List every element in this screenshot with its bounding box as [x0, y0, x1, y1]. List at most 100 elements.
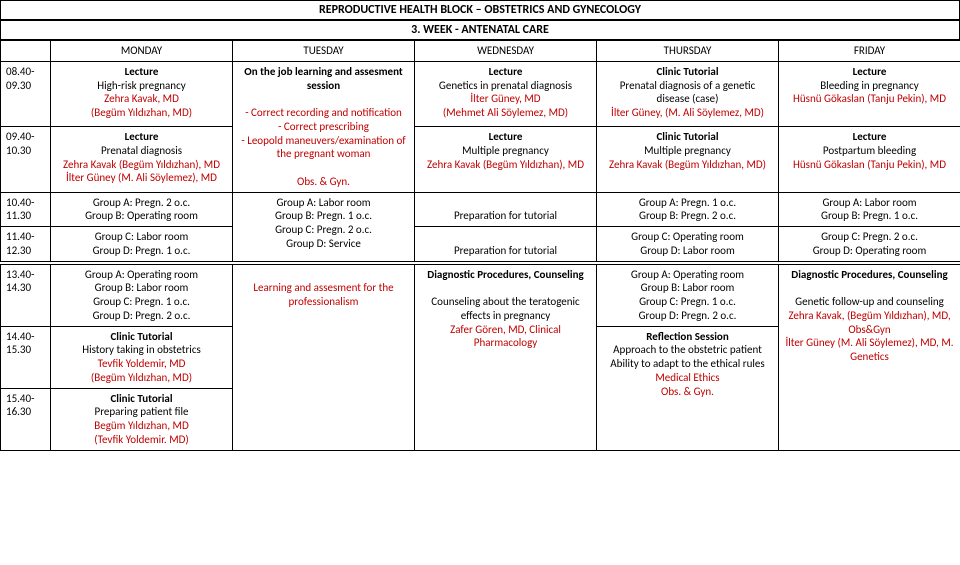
cell: Diagnostic Procedures, Counseling Geneti…	[779, 264, 960, 450]
day-thu: THURSDAY	[597, 41, 779, 62]
cell-line: İlter Güney, MD	[420, 92, 591, 106]
cell-line: Group B: Pregn. 2 o.c.	[602, 209, 773, 223]
cell-line: Group D: Pregn. 1 o.c.	[56, 244, 227, 258]
cell-line: (Mehmet Ali Söylemez, MD)	[420, 106, 591, 120]
cell-line: Group C: Operating room	[602, 230, 773, 244]
cell-line	[238, 161, 409, 175]
cell: LectureMultiple pregnancyZehra Kavak (Be…	[415, 127, 597, 192]
day-fri: FRIDAY	[779, 41, 960, 62]
cell-line: Zehra Kavak, (Begüm Yıldızhan), MD, Obs&…	[784, 309, 955, 337]
cell-line: Group A: Labor room	[238, 196, 409, 210]
cell-line: - Correct prescribing	[238, 120, 409, 134]
cell-line: Group C: Pregn. 1 o.c.	[56, 295, 227, 309]
cell: LectureBleeding in pregnancyHüsnü Gökasl…	[779, 61, 960, 126]
cell-line: Group B: Pregn. 1 o.c.	[784, 209, 955, 223]
cell: Learning and assesment for the professio…	[233, 264, 415, 450]
cell-line: (Begüm Yıldızhan, MD)	[56, 106, 227, 120]
cell-line: Group D: Pregn. 2 o.c.	[56, 309, 227, 323]
table-row: 09.40-10.30 LecturePrenatal diagnosisZeh…	[1, 127, 960, 192]
schedule-table-pm: 13.40-14.30 Group A: Operating roomGroup…	[0, 264, 960, 451]
cell-line: Clinic Tutorial	[602, 130, 773, 144]
cell-line: İlter Güney, (M. Ali Söylemez, MD)	[602, 106, 773, 120]
cell-line: Zehra Kavak, MD	[56, 92, 227, 106]
cell-line: - Leopold maneuvers/examination of the p…	[238, 134, 409, 162]
cell: Clinic TutorialPreparing patient fileBeg…	[51, 388, 233, 450]
blank-header	[1, 41, 51, 62]
cell-line: Genetic follow-up and counseling	[784, 295, 955, 309]
cell-line: Group D: Labor room	[602, 244, 773, 258]
cell-line: Ability to adapt to the ethical rules	[602, 357, 773, 371]
cell: LectureGenetics in prenatal diagnosisİlt…	[415, 61, 597, 126]
cell-line: Group A: Operating room	[602, 268, 773, 282]
cell: Group C: Operating roomGroup D: Labor ro…	[597, 227, 779, 262]
cell: Group A: Pregn. 2 o.c.Group B: Operating…	[51, 192, 233, 227]
time-slot: 14.40-15.30	[1, 326, 51, 388]
cell-line: (Tevfik Yoldemir. MD)	[56, 433, 227, 447]
cell-line: Begüm Yıldızhan, MD	[56, 419, 227, 433]
cell: Group A: Labor roomGroup B: Pregn. 1 o.c…	[779, 192, 960, 227]
cell-line: Group D: Operating room	[784, 244, 955, 258]
cell-line: Hüsnü Gökaslan (Tanju Pekin), MD	[784, 92, 955, 106]
cell-line: Diagnostic Procedures, Counseling	[784, 268, 955, 282]
cell: Preparation for tutorial	[415, 192, 597, 227]
cell-line	[784, 281, 955, 295]
cell-line: Group C: Pregn. 1 o.c.	[602, 295, 773, 309]
cell-line	[420, 230, 591, 244]
table-row: 13.40-14.30 Group A: Operating roomGroup…	[1, 264, 960, 326]
cell-line: Zehra Kavak (Begüm Yıldızhan, MD)	[602, 158, 773, 172]
cell-line: Group B: Operating room	[56, 209, 227, 223]
cell-line: Approach to the obstetric patient	[602, 343, 773, 357]
time-slot: 10.40-11.30	[1, 192, 51, 227]
cell-line: Group A: Pregn. 2 o.c.	[56, 196, 227, 210]
time-slot: 08.40-09.30	[1, 61, 51, 126]
cell-line: On the job learning and assesment sessio…	[238, 65, 409, 93]
cell: LectureHigh-risk pregnancyZehra Kavak, M…	[51, 61, 233, 126]
cell-line: Prenatal diagnosis	[56, 144, 227, 158]
cell-line: Zehra Kavak (Begüm Yıldızhan), MD	[420, 158, 591, 172]
cell-line: Learning and assesment for the professio…	[238, 281, 409, 309]
cell-line: Lecture	[420, 130, 591, 144]
cell: Preparation for tutorial	[415, 227, 597, 262]
cell-line: Tevfik Yoldemir, MD	[56, 357, 227, 371]
table-row: 08.40-09.30 LectureHigh-risk pregnancyZe…	[1, 61, 960, 126]
day-tue: TUESDAY	[233, 41, 415, 62]
cell-line: Hüsnü Gökaslan (Tanju Pekin), MD	[784, 158, 955, 172]
time-slot: 11.40-12.30	[1, 227, 51, 262]
cell: Clinic TutorialPrenatal diagnosis of a g…	[597, 61, 779, 126]
cell-line: Prenatal diagnosis of a genetic disease …	[602, 79, 773, 107]
time-slot: 13.40-14.30	[1, 264, 51, 326]
cell-line: Zafer Gören, MD, Clinical Pharmacology	[420, 323, 591, 351]
cell-line: Reflection Session	[602, 330, 773, 344]
cell: Group C: Pregn. 2 o.c.Group D: Operating…	[779, 227, 960, 262]
cell-line: Preparation for tutorial	[420, 209, 591, 223]
table-row: 10.40-11.30 Group A: Pregn. 2 o.c.Group …	[1, 192, 960, 227]
cell-line: Group B: Labor room	[56, 281, 227, 295]
cell-line: Preparation for tutorial	[420, 244, 591, 258]
cell-line: Group A: Pregn. 1 o.c.	[602, 196, 773, 210]
cell-line: İlter Güney (M. Ali Söylemez), MD	[56, 171, 227, 185]
schedule-table: MONDAY TUESDAY WEDNESDAY THURSDAY FRIDAY…	[0, 40, 960, 262]
cell-line	[420, 196, 591, 210]
cell-line: Group D: Service	[238, 237, 409, 251]
cell: Group A: Labor roomGroup B: Pregn. 1 o.c…	[233, 192, 415, 261]
cell: Group A: Operating roomGroup B: Labor ro…	[51, 264, 233, 326]
cell: On the job learning and assesment sessio…	[233, 61, 415, 192]
cell-line: Bleeding in pregnancy	[784, 79, 955, 93]
table-row: 11.40-12.30 Group C: Labor roomGroup D: …	[1, 227, 960, 262]
cell-line: Obs. & Gyn.	[602, 385, 773, 399]
cell-line: Postpartum bleeding	[784, 144, 955, 158]
cell: Group C: Labor roomGroup D: Pregn. 1 o.c…	[51, 227, 233, 262]
cell-line: Clinic Tutorial	[56, 330, 227, 344]
cell: Clinic TutorialMultiple pregnancyZehra K…	[597, 127, 779, 192]
cell-line: Lecture	[56, 65, 227, 79]
cell-line: Obs. & Gyn.	[238, 175, 409, 189]
cell-line: Counseling about the teratogenic effects…	[420, 295, 591, 323]
cell-line: Lecture	[784, 65, 955, 79]
cell: Clinic TutorialHistory taking in obstetr…	[51, 326, 233, 388]
cell-line: Lecture	[784, 130, 955, 144]
cell-line: High-risk pregnancy	[56, 79, 227, 93]
cell: Group A: Operating roomGroup B: Labor ro…	[597, 264, 779, 326]
cell-line	[420, 281, 591, 295]
page-title-1: REPRODUCTIVE HEALTH BLOCK – OBSTETRICS A…	[0, 0, 960, 20]
time-slot: 15.40-16.30	[1, 388, 51, 450]
